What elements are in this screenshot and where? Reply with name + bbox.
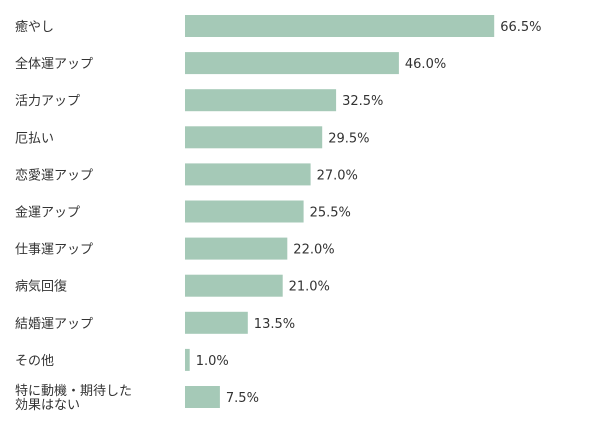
category-labels-group: 癒やし全体運アップ活力アップ厄払い恋愛運アップ金運アップ仕事運アップ病気回復結婚… [15, 19, 132, 413]
category-label-8: 結婚運アップ [15, 317, 93, 332]
value-label-9: 1.0% [196, 354, 229, 369]
bar-8 [185, 311, 248, 334]
value-label-5: 25.5% [310, 206, 351, 221]
value-label-8: 13.5% [254, 317, 295, 332]
value-labels-group: 66.5% 46.0% 32.5% 29.5% 27.0% 25.5% 22.0% 21.0%… [196, 20, 542, 406]
category-label-line: 全体運アップ [15, 56, 93, 72]
bar-3 [185, 126, 323, 149]
bar-4 [185, 163, 311, 186]
category-label-3: 厄払い [15, 131, 54, 146]
category-label-10: 特に動機・期待した効果はない [15, 384, 132, 413]
category-label-2: 活力アップ [15, 94, 80, 109]
bar-2 [185, 89, 337, 112]
category-label-line: 金運アップ [15, 205, 80, 221]
bar-9 [185, 348, 190, 371]
value-label-4: 27.0% [317, 168, 358, 183]
bar-6 [185, 237, 288, 260]
value-label-2: 32.5% [342, 94, 383, 109]
category-label-line: その他 [15, 354, 54, 369]
bar-7 [185, 274, 283, 297]
category-label-line: 厄払い [15, 131, 54, 146]
category-label-line: 結婚運アップ [15, 317, 93, 332]
value-label-6: 22.0% [293, 243, 334, 258]
bars-group [185, 15, 495, 408]
category-label-4: 恋愛運アップ [15, 167, 93, 183]
category-label-5: 金運アップ [15, 205, 80, 221]
bar-0 [185, 15, 495, 37]
category-label-0: 癒やし [15, 19, 54, 35]
category-label-line: 仕事運アップ [15, 243, 93, 258]
category-label-line: 特に動機・期待した [15, 384, 132, 399]
category-label-9: その他 [15, 354, 54, 369]
value-label-7: 21.0% [289, 280, 330, 295]
value-label-3: 29.5% [328, 131, 369, 146]
category-label-7: 病気回復 [15, 279, 67, 295]
category-label-line: 病気回復 [15, 279, 67, 295]
value-label-1: 46.0% [405, 57, 446, 72]
category-label-line: 活力アップ [15, 94, 80, 109]
category-label-line: 恋愛運アップ [15, 167, 93, 183]
category-label-1: 全体運アップ [15, 56, 93, 72]
bar-1 [185, 52, 399, 75]
category-label-line: 効果はない [15, 398, 80, 413]
bar-5 [185, 200, 304, 223]
category-label-6: 仕事運アップ [15, 243, 93, 258]
bar-10 [185, 386, 220, 408]
value-label-10: 7.5% [226, 391, 259, 406]
value-label-0: 66.5% [500, 20, 541, 35]
category-label-line: 癒やし [15, 19, 54, 35]
